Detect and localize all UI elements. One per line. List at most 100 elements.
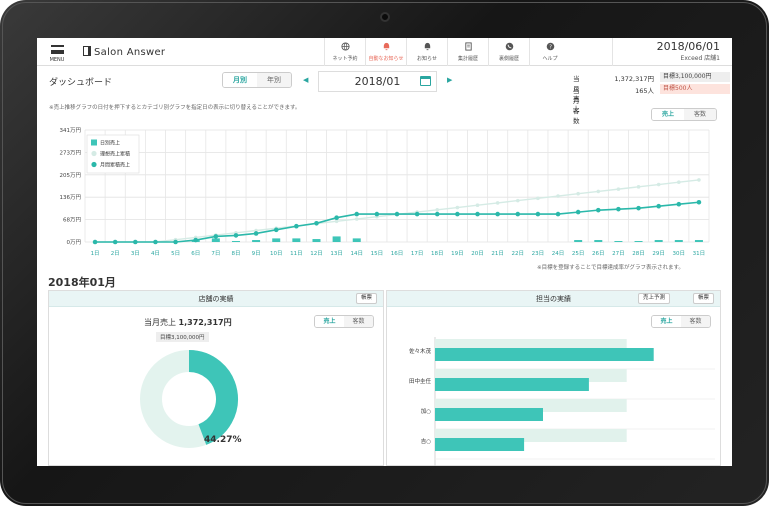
ideal-cumulative-point bbox=[697, 178, 701, 182]
monthly-cumulative-point bbox=[535, 211, 541, 217]
daily-sales-bar bbox=[272, 238, 281, 242]
x-tick-label[interactable]: 19日 bbox=[451, 250, 464, 257]
x-tick-label[interactable]: 23日 bbox=[532, 250, 545, 257]
app-header: MENU Salon Answer ネット予約 自動なお知らせ お知らせ bbox=[37, 38, 732, 66]
x-tick-label[interactable]: 31日 bbox=[693, 250, 706, 257]
x-tick-label[interactable]: 10日 bbox=[270, 250, 283, 257]
nav-report-history[interactable]: 集計履歴 bbox=[447, 38, 488, 66]
next-month-arrow-icon[interactable]: ▶ bbox=[447, 76, 453, 84]
staff-name: 吉○ bbox=[421, 438, 432, 445]
ideal-cumulative-point bbox=[677, 180, 681, 185]
x-tick-label[interactable]: 13日 bbox=[330, 250, 343, 257]
camera-icon bbox=[380, 12, 390, 22]
monthly-cumulative-point bbox=[555, 211, 561, 217]
staff-name: 田中圭任 bbox=[409, 377, 432, 385]
ideal-cumulative-point bbox=[596, 189, 601, 194]
menu-button[interactable]: MENU bbox=[37, 38, 77, 66]
monthly-cumulative-point bbox=[153, 239, 158, 245]
kpi-label: 当月客数 bbox=[573, 87, 580, 125]
nav-label: 自動なお知らせ bbox=[368, 56, 404, 62]
ideal-cumulative-point bbox=[656, 182, 661, 187]
prev-month-arrow-icon[interactable]: ◀ bbox=[303, 76, 309, 84]
store-detail-button[interactable]: 帳票 bbox=[355, 293, 377, 304]
daily-sales-bar bbox=[634, 241, 643, 242]
toggle-sales[interactable]: 売上 bbox=[652, 316, 681, 327]
toggle-customers[interactable]: 客数 bbox=[344, 316, 373, 327]
staff-panel: 担当の実績 売上予測 帳票 売上 客数 佐々木茂 田中圭任 加○ 吉○ bbox=[386, 290, 721, 466]
x-tick-label[interactable]: 5日 bbox=[171, 250, 180, 257]
staff-detail-button[interactable]: 帳票 bbox=[692, 293, 714, 304]
x-tick-label[interactable]: 20日 bbox=[471, 250, 484, 257]
x-tick-label[interactable]: 12日 bbox=[310, 250, 323, 257]
monthly-cumulative-point bbox=[515, 211, 521, 217]
nav-net-reservation[interactable]: ネット予約 bbox=[324, 38, 365, 66]
daily-sales-bar bbox=[694, 240, 703, 242]
y-tick-label: 273万円 bbox=[60, 149, 82, 156]
x-tick-label[interactable]: 26日 bbox=[592, 250, 605, 257]
calendar-icon[interactable] bbox=[420, 76, 431, 86]
logo[interactable]: Salon Answer bbox=[83, 46, 165, 58]
toggle-sales[interactable]: 売上 bbox=[652, 109, 684, 120]
donut-achieved-arc bbox=[188, 350, 238, 445]
x-tick-label[interactable]: 8日 bbox=[231, 250, 240, 257]
monthly-cumulative-point bbox=[434, 211, 440, 217]
toggle-customers[interactable]: 客数 bbox=[684, 109, 716, 120]
help-icon: ? bbox=[546, 42, 555, 51]
x-tick-label[interactable]: 3日 bbox=[131, 250, 140, 257]
staff-name: 加○ bbox=[421, 407, 432, 415]
daily-sales-bar bbox=[574, 240, 583, 242]
x-tick-label[interactable]: 2日 bbox=[111, 250, 120, 257]
x-tick-label[interactable]: 14日 bbox=[350, 250, 363, 257]
ideal-cumulative-point bbox=[334, 219, 339, 224]
x-tick-label[interactable]: 9日 bbox=[252, 250, 261, 257]
ideal-cumulative-point bbox=[435, 208, 440, 212]
ideal-cumulative-point bbox=[536, 196, 540, 201]
page-title: ダッシュボード bbox=[49, 78, 113, 88]
daily-sales-bar bbox=[231, 241, 240, 242]
hamburger-icon bbox=[51, 45, 64, 54]
x-tick-label[interactable]: 22日 bbox=[512, 250, 524, 257]
x-tick-label[interactable]: 25日 bbox=[572, 250, 585, 257]
x-tick-label[interactable]: 1日 bbox=[91, 250, 100, 257]
x-tick-label[interactable]: 29日 bbox=[652, 250, 665, 257]
toggle-customers[interactable]: 客数 bbox=[681, 316, 710, 327]
store-panel-title: 店舗の実績 bbox=[198, 295, 234, 303]
app-screen: MENU Salon Answer ネット予約 自動なお知らせ お知らせ bbox=[37, 38, 732, 466]
x-tick-label[interactable]: 16日 bbox=[391, 250, 404, 257]
daily-sales-bar bbox=[312, 239, 321, 242]
x-tick-label[interactable]: 27日 bbox=[612, 250, 625, 257]
x-tick-label[interactable]: 24日 bbox=[552, 250, 565, 257]
monthly-cumulative-point bbox=[696, 199, 702, 205]
x-tick-label[interactable]: 11日 bbox=[290, 250, 303, 257]
x-tick-label[interactable]: 18日 bbox=[431, 250, 444, 257]
store-target: 目標3,100,000円 bbox=[156, 332, 209, 342]
x-tick-label[interactable]: 17日 bbox=[411, 250, 424, 257]
forecast-button[interactable]: 売上予測 bbox=[637, 293, 670, 304]
ideal-cumulative-point bbox=[354, 217, 359, 221]
x-axis-ticks: 1日 2日 3日 4日 5日 6日 7日 8日 9日 10日 11日 12日 13日 14日 15日 16日 1… bbox=[91, 250, 706, 257]
x-tick-label[interactable]: 21日 bbox=[491, 250, 504, 257]
x-tick-label[interactable]: 30日 bbox=[673, 250, 686, 257]
x-tick-label[interactable]: 7日 bbox=[211, 250, 220, 257]
tab-monthly[interactable]: 月別 bbox=[223, 73, 257, 87]
nav-help[interactable]: ? ヘルプ bbox=[529, 38, 570, 66]
legend-label: 月間累積売上 bbox=[100, 162, 130, 169]
x-tick-label[interactable]: 6日 bbox=[191, 250, 200, 257]
nav-notice[interactable]: お知らせ bbox=[406, 38, 447, 66]
month-picker[interactable]: 2018/01 bbox=[318, 71, 437, 92]
tab-yearly[interactable]: 年別 bbox=[257, 73, 291, 87]
x-tick-label[interactable]: 28日 bbox=[632, 250, 645, 257]
header-date-block: 2018/06/01 Exceed 店舗1 bbox=[612, 38, 732, 66]
monthly-cumulative-point bbox=[133, 239, 138, 245]
nav-auto-notice[interactable]: 自動なお知らせ bbox=[365, 38, 406, 66]
toggle-sales[interactable]: 売上 bbox=[315, 316, 344, 327]
nav-call-history[interactable]: 裏側履歴 bbox=[488, 38, 529, 66]
bell-icon bbox=[424, 42, 431, 51]
x-tick-label[interactable]: 4日 bbox=[151, 250, 160, 257]
x-tick-label[interactable]: 15日 bbox=[371, 250, 384, 257]
kpi-target: 目標3,100,000円 bbox=[660, 72, 730, 82]
logo-icon bbox=[83, 46, 91, 56]
legend-label: 理想売上累積 bbox=[100, 151, 130, 158]
monthly-cumulative-point bbox=[595, 207, 601, 213]
monthly-cumulative-point bbox=[475, 211, 480, 217]
